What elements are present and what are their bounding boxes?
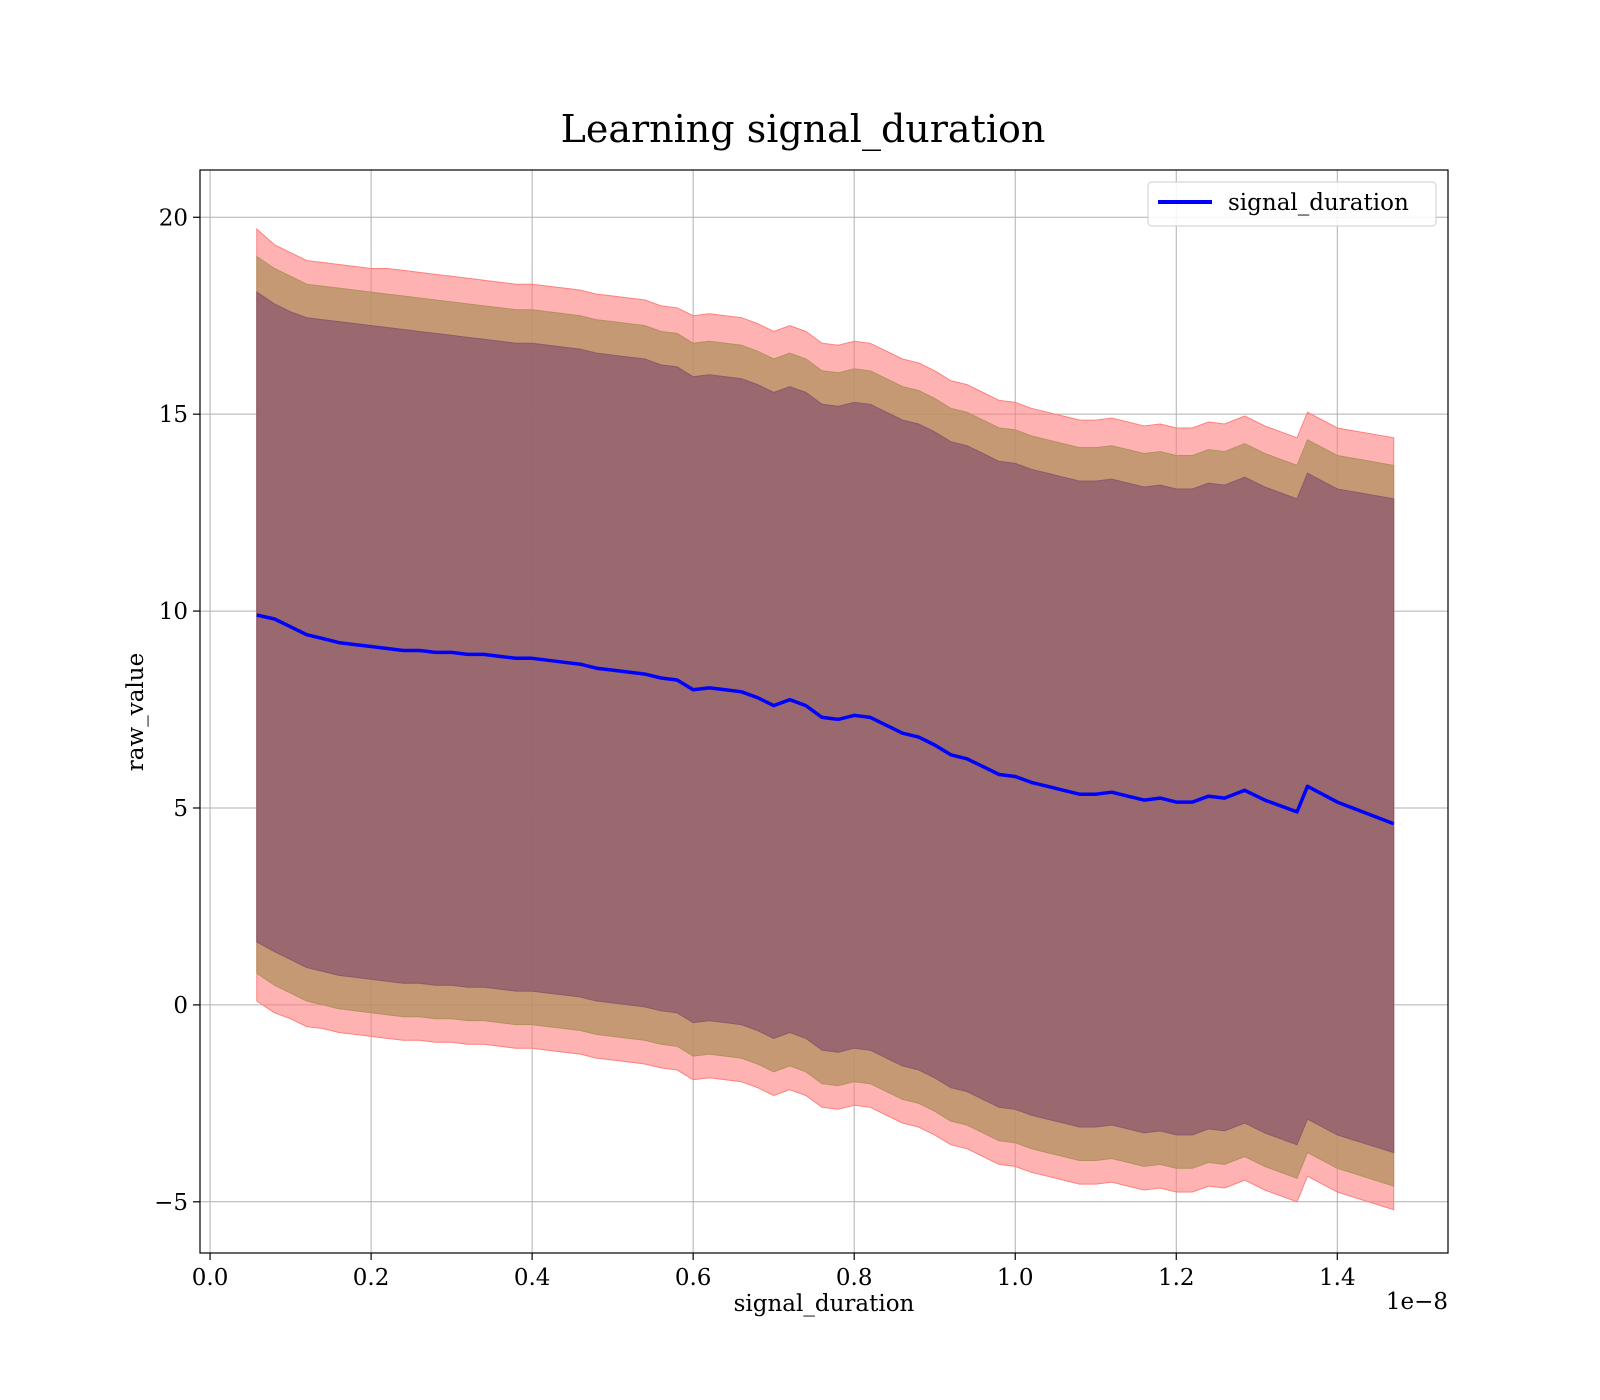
- x-tick-label: 0.2: [353, 1265, 390, 1291]
- x-tick-label: 1.4: [1319, 1265, 1356, 1291]
- x-offset-label: 1e−8: [1386, 1289, 1448, 1315]
- y-tick-label: 20: [159, 205, 188, 231]
- y-axis-label: raw_value: [123, 653, 149, 771]
- confidence-bands: [256, 227, 1395, 1211]
- y-tick-label: 5: [173, 796, 188, 822]
- band-inner: [256, 291, 1395, 1154]
- y-tick-label: 10: [159, 599, 188, 625]
- series-line: [256, 613, 1395, 826]
- series-lines: [256, 613, 1395, 826]
- x-axis-ticks: 0.0 0.2 0.4 0.6 0.8 1.0 1.2 1.4: [192, 1253, 1356, 1291]
- x-tick-label: 0.0: [192, 1265, 229, 1291]
- x-tick-label: 1.0: [997, 1265, 1034, 1291]
- x-tick-label: 1.2: [1158, 1265, 1195, 1291]
- x-axis-label: signal_duration: [734, 1291, 915, 1317]
- x-tick-label: 0.4: [514, 1265, 551, 1291]
- y-axis-ticks: −5 0 5 10 15 20: [154, 205, 200, 1216]
- y-tick-label: 15: [159, 402, 188, 428]
- x-tick-label: 0.6: [675, 1265, 712, 1291]
- y-tick-label: 0: [173, 993, 188, 1019]
- x-tick-label: 0.8: [836, 1265, 873, 1291]
- y-tick-label: −5: [154, 1190, 188, 1216]
- plot-frame: [199, 169, 1449, 1254]
- chart-title: Learning signal_duration: [561, 107, 1046, 152]
- legend-box: [1147, 181, 1437, 227]
- legend: signal_duration: [1147, 181, 1437, 227]
- legend-label: signal_duration: [1228, 190, 1409, 216]
